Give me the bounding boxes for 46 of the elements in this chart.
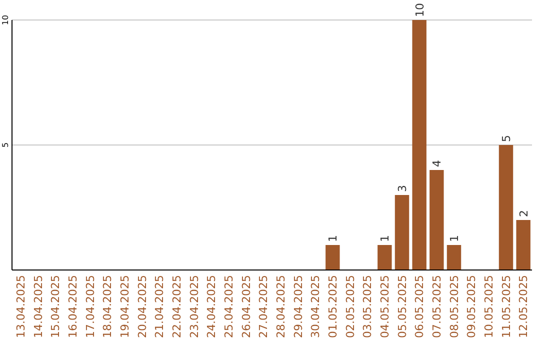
x-tick-label: 24.04.2025 — [205, 275, 218, 338]
data-label: 1 — [448, 235, 461, 242]
bar — [412, 20, 426, 270]
x-tick-label: 03.05.2025 — [361, 275, 374, 338]
bar — [394, 195, 410, 270]
x-tick-label: 21.04.2025 — [153, 275, 166, 338]
bar — [378, 245, 392, 270]
data-label: 3 — [396, 185, 409, 192]
bar — [430, 170, 444, 270]
bar — [498, 145, 514, 270]
x-tick-label: 20.04.2025 — [136, 275, 149, 338]
x-tick-label: 01.05.2025 — [326, 275, 340, 338]
x-tick-label: 08.05.2025 — [448, 275, 461, 338]
x-tick-label: 19.04.2025 — [118, 275, 132, 338]
x-tick-label: 05.05.2025 — [396, 275, 409, 338]
x-tick-label: 17.04.2025 — [84, 275, 97, 338]
data-label: 10 — [413, 3, 426, 17]
x-tick-label: 25.04.2025 — [222, 275, 236, 338]
x-tick-label: 09.05.2025 — [465, 275, 478, 338]
x-tick-label: 13.04.2025 — [14, 275, 28, 338]
data-label: 2 — [517, 210, 530, 217]
x-tick-label: 28.04.2025 — [274, 275, 288, 338]
x-tick-label: 02.05.2025 — [344, 275, 357, 338]
data-label: 1 — [378, 235, 392, 242]
data-label: 4 — [430, 160, 444, 167]
x-tick-label: 07.05.2025 — [430, 275, 444, 338]
x-tick-label: 18.04.2025 — [101, 275, 114, 338]
x-tick-label: 14.04.2025 — [32, 275, 45, 338]
bar — [326, 245, 340, 270]
x-tick-label: 16.04.2025 — [66, 275, 80, 338]
x-tick-label: 06.05.2025 — [413, 275, 426, 338]
x-tick-label: 26.04.2025 — [240, 275, 253, 338]
bar — [446, 245, 462, 270]
x-tick-label: 04.05.2025 — [378, 275, 392, 338]
x-tick-label: 15.04.2025 — [49, 275, 62, 338]
x-tick-label: 22.04.2025 — [170, 275, 184, 338]
x-tick-label: 23.04.2025 — [188, 275, 201, 338]
data-label: 1 — [326, 235, 340, 242]
x-tick-label: 30.04.2025 — [309, 275, 322, 338]
data-label: 5 — [500, 135, 513, 142]
x-tick-label: 27.04.2025 — [257, 275, 270, 338]
x-tick-label: 29.04.2025 — [292, 275, 305, 338]
x-tick-label: 11.05.2025 — [500, 275, 513, 338]
x-tick-label: 12.05.2025 — [517, 275, 530, 338]
bar — [516, 220, 530, 270]
x-tick-label: 10.05.2025 — [482, 275, 496, 338]
